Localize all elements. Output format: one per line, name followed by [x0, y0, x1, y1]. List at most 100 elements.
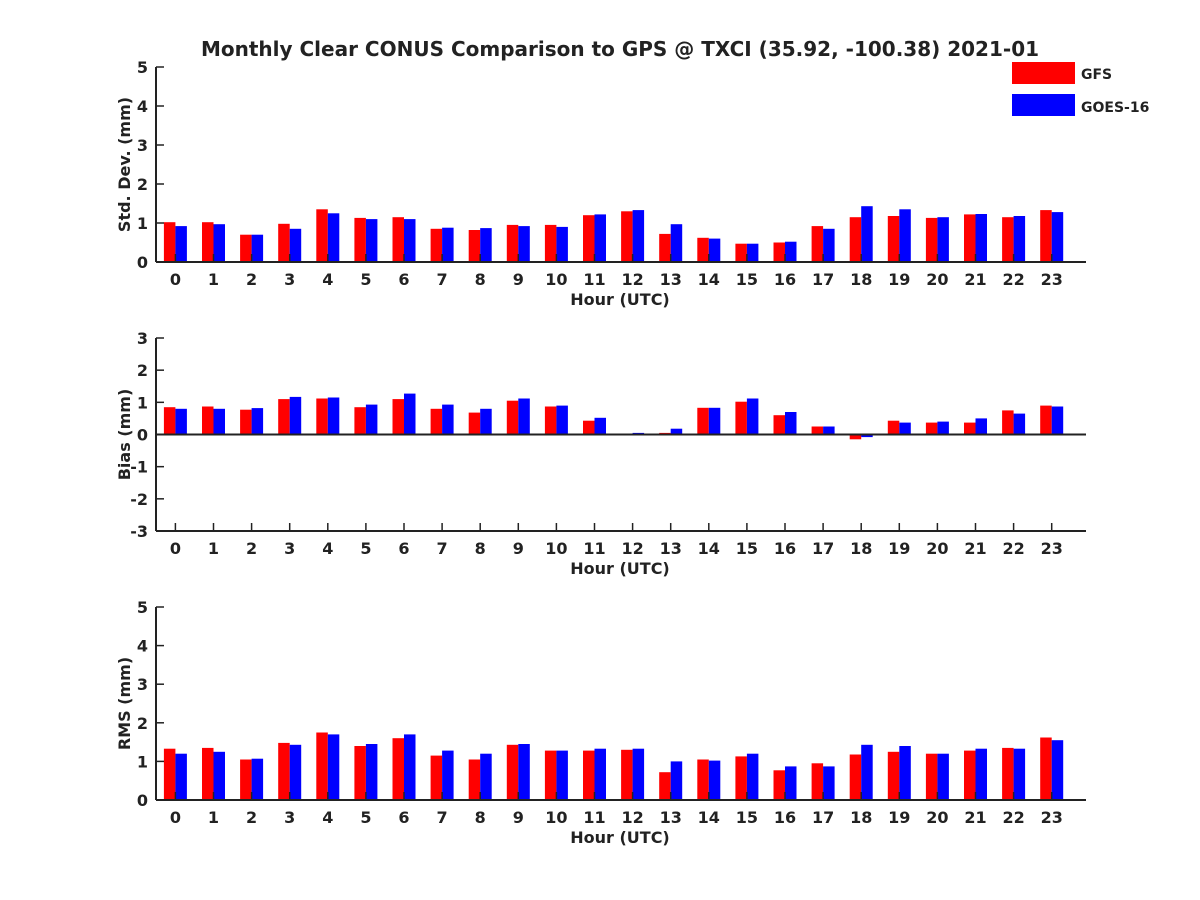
bar-goes16-hour-15: [746, 398, 759, 435]
bar-gfs-hour-16: [773, 770, 785, 800]
bar-gfs-hour-18: [849, 434, 862, 440]
bar-gfs-hour-16: [773, 415, 785, 435]
y-tick-label: 1: [137, 752, 148, 771]
y-tick-label: 2: [137, 175, 148, 194]
x-tick-label: 15: [736, 808, 758, 827]
x-tick-label: 14: [698, 539, 720, 558]
bar-gfs-hour-23: [1040, 210, 1052, 262]
x-tick-label: 11: [583, 808, 605, 827]
bar-gfs-hour-19: [887, 216, 900, 262]
bar-gfs-hour-11: [583, 420, 595, 435]
x-tick-label: 0: [170, 808, 181, 827]
bar-gfs-hour-3: [278, 742, 290, 800]
y-axis-label: RMS (mm): [115, 657, 134, 750]
bar-goes16-hour-15: [746, 243, 759, 262]
legend: GFS GOES-16: [1012, 62, 1149, 116]
x-axis-label: Hour (UTC): [570, 290, 670, 309]
x-tick-label: 18: [850, 270, 872, 289]
bar-goes16-hour-13: [670, 224, 683, 262]
bar-goes16-hour-11: [594, 417, 606, 435]
x-tick-label: 2: [246, 270, 257, 289]
bar-gfs-hour-21: [964, 214, 976, 262]
x-tick-label: 3: [284, 270, 295, 289]
x-tick-label: 20: [926, 808, 948, 827]
bar-goes16-hour-1: [213, 751, 225, 801]
bar-gfs-hour-5: [354, 407, 366, 435]
x-axis-label: Hour (UTC): [570, 828, 670, 847]
bar-goes16-hour-7: [442, 227, 454, 262]
bar-gfs-hour-15: [735, 243, 747, 262]
y-axis-label: Std. Dev. (mm): [115, 97, 134, 232]
bar-gfs-hour-7: [430, 228, 443, 262]
y-tick-label: 5: [137, 58, 148, 77]
bar-goes16-hour-9: [518, 398, 530, 435]
x-tick-label: 2: [246, 539, 257, 558]
bar-gfs-hour-10: [544, 750, 557, 800]
bar-goes16-hour-16: [785, 241, 797, 262]
bar-goes16-hour-20: [937, 421, 949, 435]
bar-goes16-hour-6: [404, 393, 416, 435]
bar-gfs-hour-6: [392, 738, 404, 800]
x-tick-label: 20: [926, 270, 948, 289]
x-tick-label: 4: [322, 539, 333, 558]
y-tick-label: 3: [137, 675, 148, 694]
bar-goes16-hour-11: [594, 214, 606, 262]
x-tick-label: 3: [284, 539, 295, 558]
x-tick-label: 0: [170, 539, 181, 558]
y-tick-label: 2: [137, 361, 148, 380]
bar-gfs-hour-3: [278, 399, 290, 435]
x-tick-label: 6: [398, 270, 409, 289]
bar-goes16-hour-22: [1013, 413, 1026, 435]
legend-label-goes16: GOES-16: [1081, 100, 1149, 116]
x-tick-label: 6: [398, 808, 409, 827]
bar-goes16-hour-9: [518, 744, 530, 800]
x-tick-label: 22: [1002, 808, 1024, 827]
y-tick-label: 1: [137, 214, 148, 233]
figure-title: Monthly Clear CONUS Comparison to GPS @ …: [201, 37, 1039, 61]
x-tick-label: 22: [1002, 539, 1024, 558]
x-tick-label: 21: [964, 539, 986, 558]
legend-swatch-gfs: [1012, 62, 1075, 84]
bar-gfs-hour-4: [316, 732, 328, 800]
bar-gfs-hour-17: [811, 426, 824, 435]
x-tick-label: 2: [246, 808, 257, 827]
x-tick-label: 1: [208, 539, 219, 558]
bar-gfs-hour-0: [163, 748, 176, 800]
x-tick-label: 0: [170, 270, 181, 289]
bar-gfs-hour-15: [735, 756, 747, 800]
x-tick-label: 21: [964, 808, 986, 827]
y-tick-label: 4: [137, 97, 148, 116]
x-tick-label: 9: [513, 808, 524, 827]
bar-goes16-hour-3: [289, 396, 302, 435]
bar-gfs-hour-9: [506, 400, 519, 435]
bar-goes16-hour-1: [213, 224, 225, 262]
bar-goes16-hour-13: [670, 428, 683, 435]
bar-gfs-hour-0: [163, 407, 176, 435]
y-tick-label: 4: [137, 637, 148, 656]
x-tick-label: 8: [475, 270, 486, 289]
bar-gfs-hour-22: [1002, 747, 1014, 800]
bar-goes16-hour-17: [823, 426, 835, 435]
x-tick-label: 18: [850, 539, 872, 558]
x-tick-label: 4: [322, 808, 333, 827]
bar-goes16-hour-16: [785, 766, 797, 800]
bar-goes16-hour-8: [480, 228, 492, 262]
bar-goes16-hour-18: [861, 744, 873, 800]
x-tick-label: 13: [660, 808, 682, 827]
x-tick-label: 18: [850, 808, 872, 827]
bar-goes16-hour-14: [708, 238, 721, 262]
x-tick-label: 23: [1041, 539, 1063, 558]
bar-gfs-hour-18: [849, 754, 862, 800]
bar-goes16-hour-5: [365, 404, 378, 435]
bar-gfs-hour-22: [1002, 410, 1014, 435]
bar-gfs-hour-1: [202, 222, 214, 262]
bar-gfs-hour-21: [964, 750, 976, 800]
bar-goes16-hour-23: [1051, 740, 1064, 800]
bar-goes16-hour-12: [632, 210, 645, 262]
x-tick-label: 16: [774, 808, 796, 827]
bar-goes16-hour-3: [289, 228, 302, 262]
bar-gfs-hour-8: [468, 412, 481, 435]
x-tick-label: 10: [545, 539, 567, 558]
y-tick-label: 3: [137, 136, 148, 155]
legend-swatch-goes16: [1012, 94, 1075, 116]
